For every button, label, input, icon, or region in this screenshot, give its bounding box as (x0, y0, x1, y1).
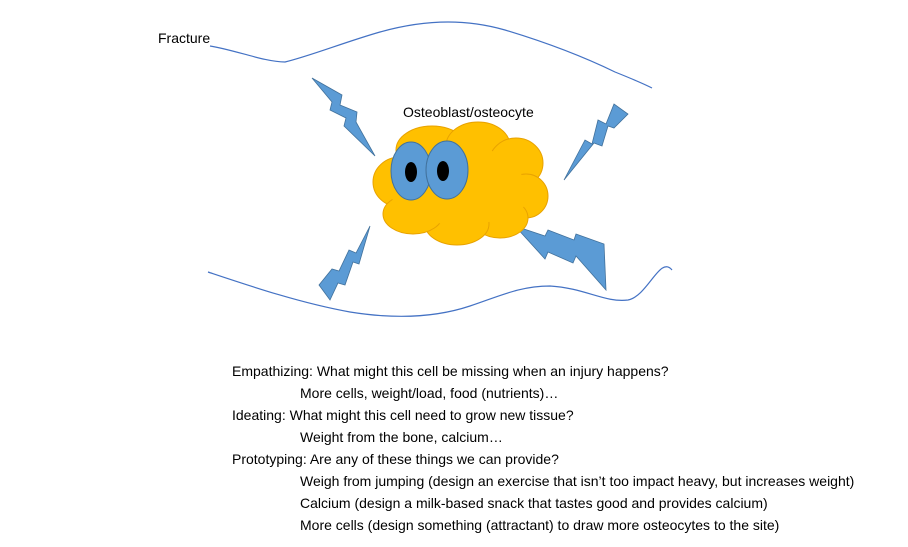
lightning-bolt-icon (318, 225, 371, 301)
empathizing-answer: More cells, weight/load, food (nutrients… (300, 385, 559, 401)
cell-label: Osteoblast/osteocyte (403, 104, 534, 120)
lightning-bolt-icon (563, 103, 629, 181)
prototyping-answer: More cells (design something (attractant… (300, 517, 780, 533)
prototyping-answer: Calcium (design a milk-based snack that … (300, 495, 768, 511)
lightning-bolt-icon (311, 77, 376, 157)
ideating-answer: Weight from the bone, calcium… (300, 429, 503, 445)
left-pupil (405, 162, 417, 182)
prototyping-question: Prototyping: Are any of these things we … (232, 451, 559, 467)
design-thinking-notes: Empathizing: What might this cell be mis… (232, 360, 908, 536)
empathizing-question: Empathizing: What might this cell be mis… (232, 363, 669, 379)
right-pupil (437, 161, 449, 181)
bone-lower-edge (207, 266, 673, 317)
prototyping-answer: Weigh from jumping (design an exercise t… (300, 473, 855, 489)
bone-upper-edge (209, 21, 653, 89)
ideating-question: Ideating: What might this cell need to g… (232, 407, 574, 423)
lightning-bolt-icon (513, 225, 607, 292)
fracture-label: Fracture (158, 30, 211, 46)
